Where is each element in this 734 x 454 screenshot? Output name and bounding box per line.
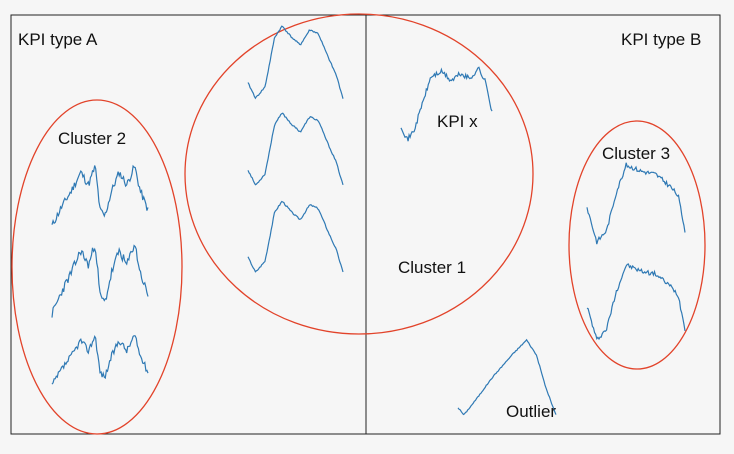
outlier-label: Outlier xyxy=(506,402,557,421)
cluster-2-series-1 xyxy=(51,164,149,225)
cluster-3-series-1 xyxy=(586,162,686,245)
cluster-2-series-3 xyxy=(51,335,149,385)
cluster-1-outline xyxy=(184,13,534,335)
cluster-3-outline xyxy=(568,120,706,370)
cluster-1-series-3 xyxy=(247,200,344,273)
cluster-2-outline xyxy=(11,99,183,435)
outlier-series xyxy=(457,338,557,416)
cluster-2-label: Cluster 2 xyxy=(58,129,127,148)
kpi-series-group xyxy=(51,25,686,416)
cluster-1-series-1 xyxy=(247,25,344,100)
cluster-2-series-2 xyxy=(51,244,149,318)
cluster-1-label: Cluster 1 xyxy=(398,258,467,277)
cluster-3-label: Cluster 3 xyxy=(602,144,671,163)
cluster-3-series-2 xyxy=(586,263,686,341)
panel-title-kpi-type-b: KPI type B xyxy=(621,30,702,49)
kpi-x-series xyxy=(400,66,493,142)
cluster-1-series-2 xyxy=(247,112,344,186)
panel-title-kpi-type-a: KPI type A xyxy=(18,30,98,49)
kpi-x-label: KPI x xyxy=(437,112,478,131)
